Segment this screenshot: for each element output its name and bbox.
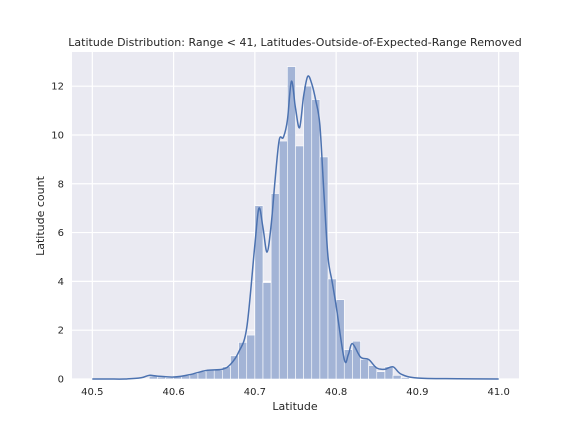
- histogram-bar: [246, 334, 256, 380]
- histogram-bar: [295, 145, 304, 380]
- histogram-bar: [376, 371, 386, 380]
- histogram-bar: [270, 193, 280, 380]
- histogram-bar: [360, 359, 369, 380]
- histogram-bar: [311, 99, 321, 380]
- x-tick-label: 40.9: [406, 387, 428, 398]
- histogram-bars: [148, 66, 418, 380]
- x-tick-label: 40.7: [244, 387, 266, 398]
- histogram-bar: [205, 369, 215, 380]
- x-axis-ticks: 40.5 40.6 40.7 40.8 40.9 41.0: [81, 387, 510, 398]
- histogram-bar: [238, 342, 248, 380]
- histogram-bar: [392, 375, 402, 380]
- y-tick-label: 2: [58, 326, 64, 337]
- histogram-bar: [384, 366, 394, 380]
- histogram-bar: [352, 340, 361, 380]
- histogram-bar: [400, 377, 410, 380]
- y-tick-label: 4: [58, 277, 64, 288]
- histogram-bar: [278, 140, 288, 380]
- y-tick-label: 10: [51, 130, 64, 141]
- y-axis-label: Latitude count: [34, 175, 47, 255]
- y-axis-ticks: 0 2 4 6 8 10 12: [51, 82, 64, 386]
- histogram-bar: [262, 282, 272, 380]
- x-tick-label: 41.0: [488, 387, 510, 398]
- histogram-bar: [165, 377, 174, 380]
- histogram-bar: [319, 156, 329, 380]
- histogram-bar: [213, 369, 223, 380]
- histogram-bar: [303, 85, 313, 380]
- y-tick-label: 8: [58, 179, 64, 190]
- x-tick-label: 40.6: [162, 387, 184, 398]
- kde-curve: [92, 75, 499, 380]
- x-axis-label: Latitude: [272, 400, 318, 413]
- y-tick-label: 0: [58, 375, 64, 386]
- chart-title: Latitude Distribution: Range < 41, Latit…: [68, 36, 521, 49]
- y-tick-label: 6: [58, 228, 64, 239]
- y-tick-label: 12: [51, 82, 64, 93]
- x-tick-label: 40.8: [325, 387, 347, 398]
- x-tick-label: 40.5: [81, 387, 103, 398]
